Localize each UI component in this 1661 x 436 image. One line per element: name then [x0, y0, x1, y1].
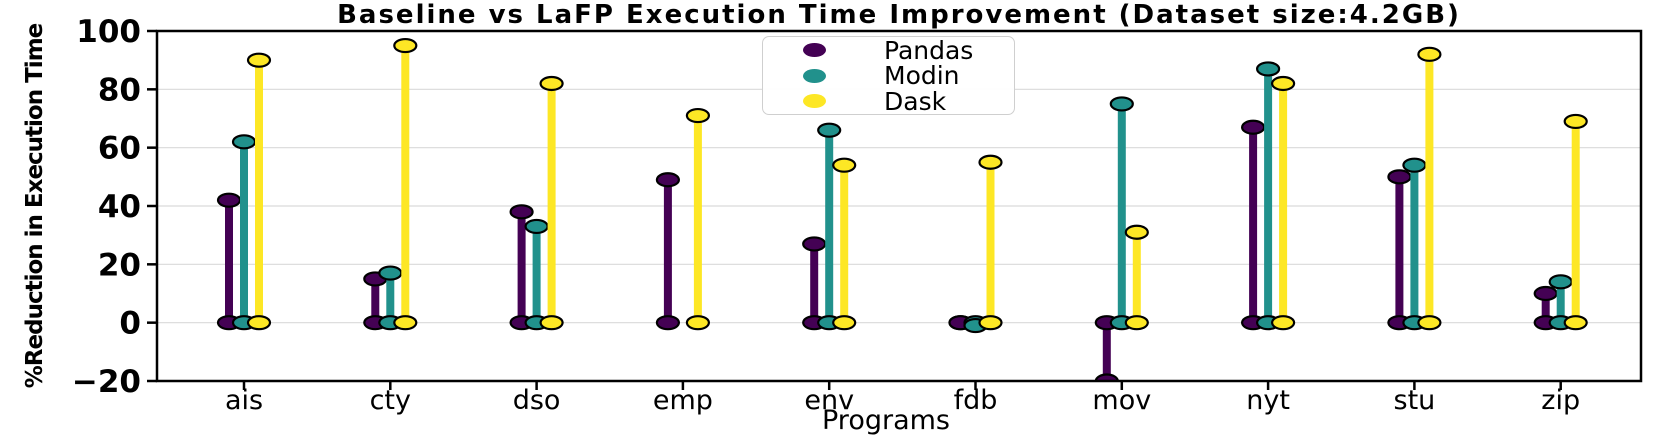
x-tick-label-ais: ais: [225, 385, 263, 416]
marker-pandas-zip: [1533, 285, 1558, 302]
marker-dask-ais: [246, 315, 272, 331]
x-tick-label-emp: emp: [653, 385, 713, 416]
marker-dask-zip: [1563, 113, 1588, 130]
x-tick-label-stu: stu: [1394, 385, 1436, 416]
dask-marker-icon: [803, 94, 826, 108]
y-tick-label: 80: [98, 72, 141, 108]
marker-dask-nyt: [1270, 75, 1296, 92]
marker-dask-fdb: [978, 154, 1003, 170]
marker-dask-fdb: [978, 315, 1003, 331]
marker-modin-nyt: [1255, 61, 1281, 77]
marker-dask-zip: [1563, 315, 1588, 331]
marker-dask-dso: [539, 75, 564, 92]
stem-series: [216, 37, 1588, 381]
x-tick-label-cty: cty: [370, 385, 411, 416]
marker-modin-dso: [524, 218, 549, 235]
legend-label-modin: Modin: [884, 61, 960, 90]
x-tick-label-mov: mov: [1092, 385, 1151, 416]
marker-dask-emp: [685, 107, 711, 124]
marker-dask-env: [832, 157, 857, 173]
legend-entry-modin: Modin: [763, 63, 1014, 88]
axis-tick-labels: −20 0 20 40 60 80 100 ais cty dso emp env fdb mov nyt s…: [72, 14, 1580, 416]
x-tick-label-env: env: [804, 385, 854, 416]
y-tick-label: 20: [98, 247, 141, 283]
legend-label-dask: Dask: [884, 86, 947, 116]
y-tick-label: 100: [76, 14, 141, 50]
legend-entry-pandas: Pandas: [763, 38, 1014, 63]
marker-pandas-dso: [509, 204, 534, 220]
marker-pandas-nyt: [1240, 119, 1266, 135]
x-tick-label-fdb: fdb: [954, 385, 998, 416]
marker-dask-mov: [1124, 315, 1149, 331]
axis-ticks: [147, 29, 1562, 390]
x-tick-label-dso: dso: [513, 385, 561, 416]
marker-dask-env: [832, 315, 857, 331]
marker-pandas-emp: [655, 172, 681, 188]
marker-modin-env: [817, 122, 842, 138]
x-axis-label: Programs: [822, 405, 950, 436]
marker-dask-stu: [1417, 315, 1442, 331]
chart-legend: Pandas Modin Dask: [762, 36, 1015, 115]
marker-pandas-ais: [216, 192, 242, 208]
marker-pandas-mov: [1094, 373, 1119, 381]
legend-entry-dask: Dask: [763, 89, 1014, 114]
marker-dask-dso: [539, 315, 564, 331]
y-axis-label: %Reduction in Execution Time: [22, 23, 48, 388]
chart-title: Baseline vs LaFP Execution Time Improvem…: [337, 0, 1461, 30]
marker-dask-emp: [685, 315, 711, 331]
x-tick-label-zip: zip: [1541, 385, 1580, 416]
marker-dask-stu: [1417, 46, 1442, 62]
marker-pandas-stu: [1387, 169, 1412, 185]
y-tick-label: 0: [119, 306, 141, 342]
y-tick-label: 40: [98, 189, 141, 225]
legend-label-pandas: Pandas: [884, 35, 974, 65]
modin-marker-icon: [803, 68, 826, 83]
marker-modin-ais: [231, 134, 257, 150]
marker-dask-nyt: [1270, 315, 1296, 331]
y-tick-label: 60: [98, 131, 141, 167]
marker-modin-mov: [1109, 96, 1134, 112]
marker-pandas-emp: [655, 315, 681, 331]
marker-dask-ais: [246, 52, 272, 68]
pandas-marker-icon: [803, 43, 826, 57]
y-tick-label: −20: [72, 364, 141, 400]
marker-modin-cty: [378, 265, 403, 281]
marker-dask-cty: [393, 37, 418, 54]
x-tick-label-nyt: nyt: [1246, 385, 1290, 416]
marker-dask-mov: [1124, 224, 1149, 240]
marker-dask-cty: [393, 315, 418, 331]
marker-modin-zip: [1548, 274, 1573, 290]
marker-pandas-env: [802, 236, 827, 252]
marker-modin-stu: [1402, 157, 1427, 173]
